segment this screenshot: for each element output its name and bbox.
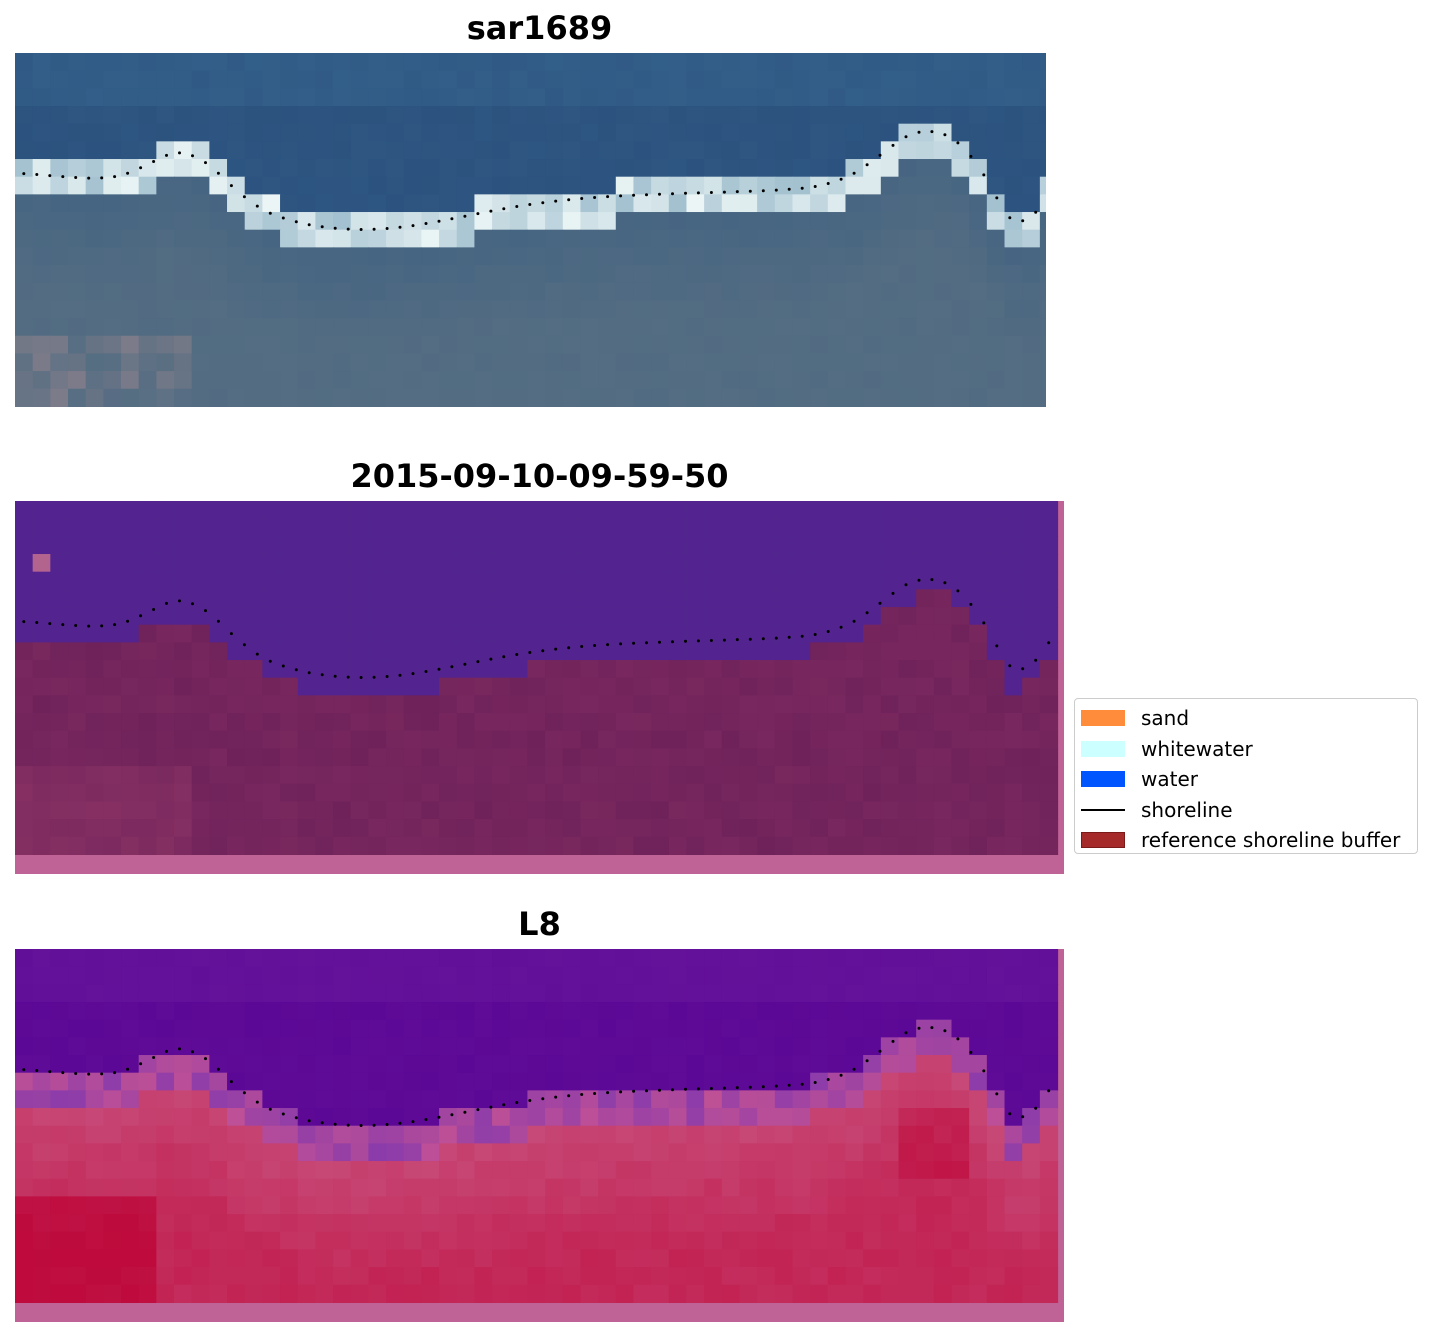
legend-item-whitewater: whitewater xyxy=(1081,734,1411,765)
legend: sand whitewater water shoreline referenc… xyxy=(1074,698,1418,854)
legend-item-water: water xyxy=(1081,764,1411,795)
index-panel xyxy=(15,949,1064,1322)
shoreline-line-swatch xyxy=(1081,808,1125,811)
whitewater-swatch xyxy=(1081,740,1125,757)
index-shoreline-dots xyxy=(22,1026,1051,1127)
rgb-shoreline-dots xyxy=(22,130,1038,231)
rgb-image-panel xyxy=(15,53,1046,408)
legend-item-shoreline: shoreline xyxy=(1081,795,1411,826)
index-pixels xyxy=(15,949,1059,1303)
panel-title-date: 2015-09-10-09-59-50 xyxy=(350,457,729,495)
classification-image xyxy=(15,501,1064,874)
class-pixels xyxy=(15,501,1059,855)
class-shoreline-dots xyxy=(22,578,1051,679)
classification-panel xyxy=(15,501,1064,874)
buffer-swatch xyxy=(1081,832,1125,848)
legend-item-sand: sand xyxy=(1081,703,1411,734)
panel-title-l8: L8 xyxy=(518,905,561,943)
rgb-pixels xyxy=(15,53,1046,407)
rgb-image xyxy=(15,53,1046,407)
sand-swatch xyxy=(1081,710,1125,726)
panel-title-sar: sar1689 xyxy=(466,9,613,47)
legend-item-buffer: reference shoreline buffer xyxy=(1081,825,1411,856)
index-image xyxy=(15,949,1064,1322)
water-swatch xyxy=(1081,771,1125,787)
